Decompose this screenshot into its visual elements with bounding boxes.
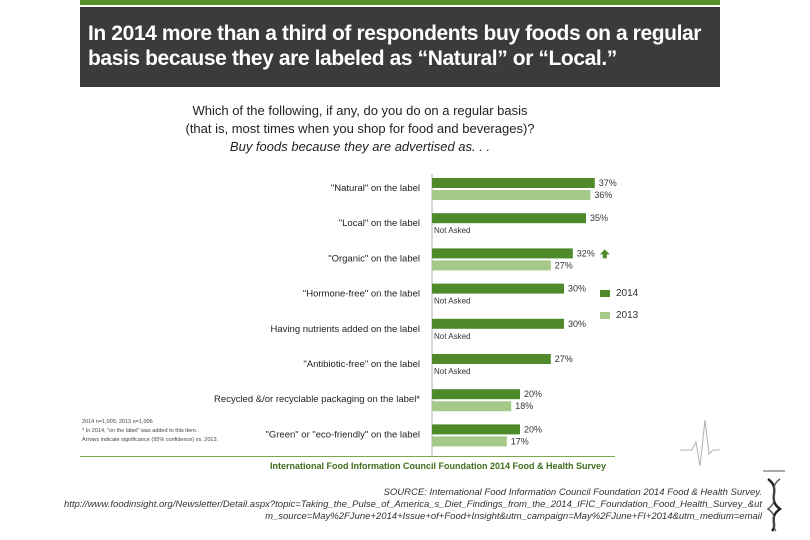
heartbeat-line-icon: [680, 419, 720, 467]
legend: 2014 2013: [600, 282, 638, 326]
bar-2013: [432, 436, 507, 447]
data-label-2014: 30%: [568, 284, 586, 294]
label-change-note: * In 2014, "on the label" was added to t…: [82, 428, 198, 434]
bar-2013: [432, 190, 591, 200]
question-text: Which of the following, if any, do you d…: [80, 102, 640, 156]
data-label-2014: 30%: [568, 319, 586, 329]
sample-size-note: 2014 n=1,005; 2013 n=1,006: [82, 419, 153, 425]
question-line-3: Buy foods because they are advertised as…: [229, 139, 491, 154]
legend-swatch-2014: [600, 289, 610, 297]
header-title: In 2014 more than a third of respondents…: [88, 22, 702, 70]
bar-2013: [432, 260, 551, 271]
category-label: "Hormone-free" on the label: [303, 289, 420, 300]
data-label-2013: Not Asked: [434, 297, 470, 306]
bar-2014: [432, 424, 520, 435]
footer-divider: [80, 456, 615, 457]
header-banner: In 2014 more than a third of respondents…: [80, 7, 720, 87]
infographic-panel: In 2014 more than a third of respondents…: [80, 0, 720, 476]
data-label-2013: Not Asked: [434, 332, 470, 341]
category-label: "Antibiotic-free" on the label: [303, 359, 420, 370]
organization-logo: [760, 465, 788, 535]
question-line-1: Which of the following, if any, do you d…: [192, 103, 528, 118]
source-line-1: SOURCE: International Food Information C…: [383, 487, 762, 498]
up-arrow-icon: [599, 249, 610, 259]
legend-swatch-2013: [600, 311, 610, 319]
category-label: Recycled &/or recyclable packaging on th…: [214, 394, 420, 405]
bar-2014: [432, 213, 586, 224]
data-label-2014: 20%: [524, 389, 542, 399]
bar-2014: [432, 318, 564, 329]
data-label-2013: 27%: [555, 260, 573, 270]
bar-2014: [432, 248, 573, 259]
category-label: "Organic" on the label: [328, 253, 420, 264]
source-line-3: m_source=May%2FJune+2014+Issue+of+Food+I…: [265, 511, 762, 522]
bar-2014: [432, 178, 595, 188]
data-label-2014: 27%: [555, 354, 573, 364]
legend-label-2014: 2014: [616, 287, 639, 299]
data-label-2013: 36%: [594, 190, 612, 200]
data-label-2013: Not Asked: [434, 367, 470, 376]
bar-2013: [432, 401, 512, 412]
category-label: "Natural" on the label: [331, 183, 420, 194]
footer-survey-name: International Food Information Council F…: [270, 461, 607, 471]
data-label-2014: 20%: [524, 424, 542, 434]
bar-2014: [432, 389, 520, 400]
bar-2014: [432, 354, 551, 364]
data-label-2013: 18%: [515, 401, 533, 411]
source-line-2: http://www.foodinsight.org/Newsletter/De…: [63, 499, 762, 510]
data-label-2014: 35%: [590, 213, 608, 223]
legend-item-2013: 2013: [600, 304, 638, 326]
legend-label-2013: 2013: [616, 309, 639, 321]
data-label-2013: Not Asked: [434, 226, 470, 235]
data-label-2014: 37%: [599, 178, 617, 188]
bar-2014: [432, 283, 564, 294]
legend-item-2014: 2014: [600, 282, 638, 304]
source-citation: SOURCE: International Food Information C…: [22, 487, 762, 523]
data-label-2014: 32%: [577, 248, 595, 258]
significance-note: Arrows indicate significance (95% confid…: [82, 437, 219, 443]
question-line-2: (that is, most times when you shop for f…: [185, 121, 535, 136]
data-label-2013: 17%: [511, 436, 529, 446]
chart-notes: 2014 n=1,005; 2013 n=1,006 * In 2014, "o…: [82, 418, 218, 445]
bar-chart: "Natural" on the label 37% 36% "Local" on t…: [214, 174, 617, 456]
top-accent-line: [80, 0, 720, 5]
category-label: "Green" or "eco-friendly" on the label: [266, 429, 421, 440]
category-label: "Local" on the label: [339, 218, 420, 229]
category-label: Having nutrients added on the label: [271, 324, 420, 335]
